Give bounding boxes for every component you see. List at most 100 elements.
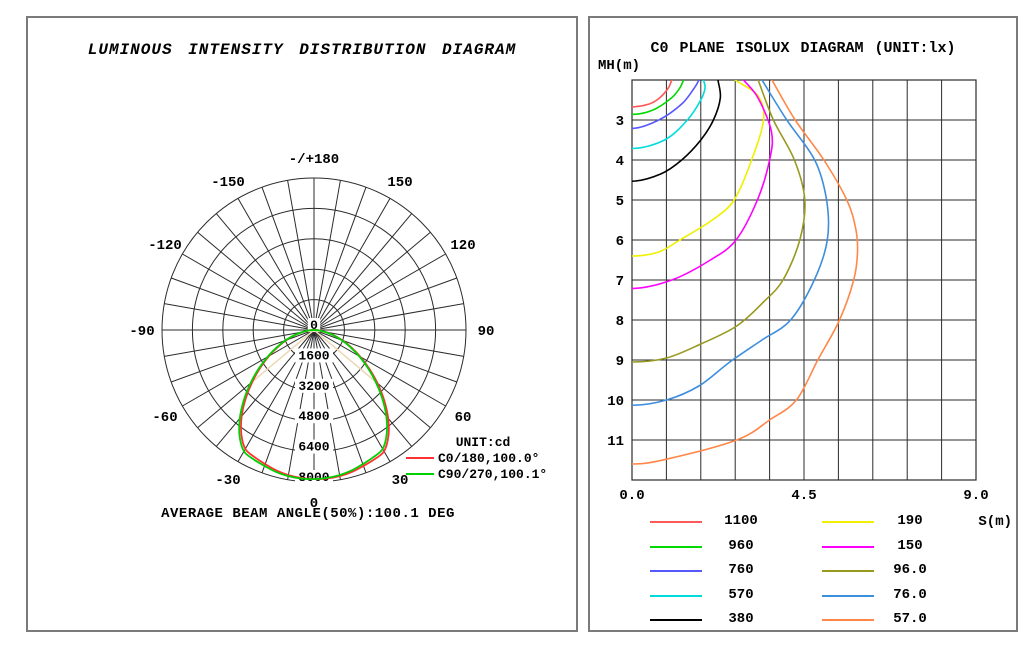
beam-angle-marker — [313, 329, 378, 384]
polar-spoke — [313, 329, 464, 357]
x-tick-4.5: 4.5 — [791, 488, 816, 504]
polar-spoke — [313, 303, 464, 331]
isolux-curve-570 — [632, 80, 706, 150]
angle-label-120: 120 — [450, 238, 475, 254]
legend-label: C90/270,100.1° — [438, 466, 548, 482]
legend-label-57.0: 57.0 — [893, 611, 927, 627]
polar-unit-label: UNIT:cd — [455, 435, 511, 450]
polar-spoke — [261, 187, 315, 331]
legend-line-57.0 — [822, 619, 874, 621]
y-tick-4: 4 — [616, 154, 624, 170]
isolux-curve-760 — [632, 80, 700, 130]
legend-line-1100 — [650, 521, 702, 523]
y-tick-6: 6 — [616, 234, 624, 250]
beam-angle-marker — [250, 329, 315, 384]
legend-label-380: 380 — [728, 611, 754, 627]
angle-label--90: -90 — [129, 324, 154, 340]
isolux-curve-190 — [632, 80, 765, 257]
angle-label-0: 0 — [310, 496, 318, 512]
y-tick-8: 8 — [616, 314, 624, 330]
angle-label-60: 60 — [455, 410, 472, 426]
ring-label-bg — [295, 470, 333, 484]
legend-label-150: 150 — [897, 538, 923, 554]
legend-line-380 — [650, 619, 702, 621]
legend-line-960 — [650, 546, 702, 548]
y-axis-label: MH(m) — [598, 58, 641, 74]
legend-label-76.0: 76.0 — [893, 587, 927, 603]
polar-spoke — [313, 213, 413, 331]
y-tick-9: 9 — [616, 354, 624, 370]
isolux-panel: 3 4 5 6 7 8 9 10 11 0.0 4.5 9.0 C0 PLANE ISOLUX DIA… — [588, 16, 1018, 632]
legend-label-760: 760 — [728, 562, 754, 578]
x-tick-0.0: 0.0 — [619, 488, 644, 504]
x-axis-label: S(m) — [978, 514, 1012, 530]
polar-spoke — [287, 180, 315, 331]
left-panel-title: LUMINOUS INTENSITY DISTRIBUTION DIAGRAM — [87, 41, 517, 59]
ring-label-8000: 8000 — [298, 470, 329, 485]
polar-spoke — [313, 187, 367, 331]
right-panel-title: C0 PLANE ISOLUX DIAGRAM (UNIT:lx) — [650, 40, 956, 57]
y-tick-11: 11 — [607, 434, 624, 450]
ring-label-4800: 4800 — [298, 409, 329, 424]
polar-spoke — [237, 198, 315, 331]
y-tick-10: 10 — [607, 394, 624, 410]
intensity-curve-c90 — [238, 329, 388, 481]
legend-label-190: 190 — [897, 513, 923, 529]
isolux-curve-1100 — [632, 80, 673, 108]
legend-line-swatch — [406, 457, 434, 459]
angle-label--60: -60 — [152, 410, 177, 426]
legend-line-76.0 — [822, 595, 874, 597]
isolux-curve-57.0 — [632, 80, 859, 465]
isolux-curve-380 — [632, 80, 722, 182]
isolux-curve-96.0 — [632, 80, 806, 363]
polar-spoke — [182, 329, 315, 407]
ring-label-bg — [295, 348, 333, 363]
angle-label-90: 90 — [478, 324, 495, 340]
polar-intensity-chart: 0 1600 3200 4800 6400 8000 0 30 60 90 120 150 -/+180… — [129, 152, 495, 512]
legend-line-760 — [650, 570, 702, 572]
polar-spoke — [164, 303, 315, 331]
legend-label: C0/180,100.0° — [438, 450, 540, 466]
ring-label-1600: 1600 — [298, 348, 329, 363]
polar-spoke — [313, 198, 391, 331]
legend-label-1100: 1100 — [724, 513, 758, 529]
isolux-curve-960 — [632, 80, 685, 116]
ring-label-0: 0 — [310, 318, 318, 333]
legend-label-570: 570 — [728, 587, 754, 603]
y-tick-7: 7 — [616, 274, 624, 290]
polar-spoke — [313, 253, 446, 331]
polar-legend-item-c90: C90/270,100.1° — [406, 466, 548, 482]
angle-label--/+180: -/+180 — [289, 152, 339, 168]
polar-spoke — [313, 329, 446, 407]
polar-spoke — [215, 213, 315, 331]
polar-spoke — [313, 231, 431, 331]
isolux-curve-76.0 — [632, 80, 830, 406]
polar-spoke — [164, 329, 315, 357]
legend-label-960: 960 — [728, 538, 754, 554]
ring-label-bg — [307, 318, 321, 332]
polar-spoke — [182, 253, 315, 331]
legend-line-150 — [822, 546, 874, 548]
beam-angle-footer: AVERAGE BEAM ANGLE(50%):100.1 DEG — [161, 506, 455, 522]
legend-line-96.0 — [822, 570, 874, 572]
x-tick-9.0: 9.0 — [963, 488, 988, 504]
polar-spoke — [313, 180, 341, 331]
legend-line-570 — [650, 595, 702, 597]
polar-spoke — [171, 277, 315, 331]
ring-label-6400: 6400 — [298, 440, 329, 455]
y-tick-3: 3 — [616, 114, 624, 130]
y-tick-5: 5 — [616, 194, 624, 210]
legend-label-96.0: 96.0 — [893, 562, 927, 578]
grid-border — [631, 79, 977, 481]
ring-label-bg — [295, 409, 333, 424]
isolux-chart: 3 4 5 6 7 8 9 10 11 0.0 4.5 9.0 — [607, 79, 989, 504]
angle-label--150: -150 — [211, 175, 245, 191]
polar-spoke — [197, 231, 315, 331]
ring-label-bg — [295, 378, 333, 393]
angle-label--120: -120 — [148, 238, 182, 254]
legend-line-swatch — [406, 473, 434, 475]
polar-spoke — [313, 277, 457, 331]
angle-label-30: 30 — [392, 473, 409, 489]
polar-legend-item-c0: C0/180,100.0° — [406, 450, 540, 466]
